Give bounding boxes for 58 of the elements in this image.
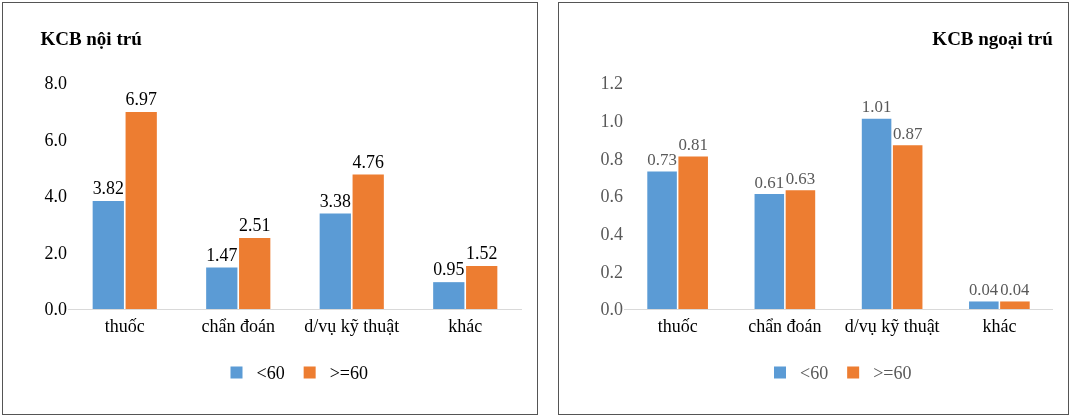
x-tick-label: khác: [448, 315, 483, 336]
data-label: 1.52: [466, 243, 498, 264]
bar: [352, 174, 384, 309]
x-tick-label: chẩn đoán: [201, 315, 275, 336]
y-tick-label: 0.0: [44, 299, 67, 320]
y-tick-label: 0.4: [600, 223, 623, 244]
x-tick-label: chẩn đoán: [748, 315, 822, 336]
bar: [647, 171, 677, 309]
data-label: 0.87: [892, 123, 923, 143]
bar: [969, 301, 999, 309]
x-tick-label: thuốc: [657, 315, 698, 336]
data-label: 2.51: [239, 215, 271, 236]
bar: [433, 282, 465, 309]
y-tick-label: 8.0: [44, 73, 67, 94]
bar: [125, 112, 157, 309]
data-label: 0.73: [647, 149, 677, 169]
y-tick-label: 0.6: [600, 186, 623, 207]
x-tick-label: khác: [982, 315, 1017, 336]
data-label: 4.76: [352, 151, 384, 172]
data-label: 1.01: [861, 97, 892, 117]
legend-label: >=60: [329, 363, 368, 384]
bar: [92, 201, 124, 309]
legend-label: <60: [256, 363, 285, 384]
legend-label: >=60: [873, 363, 912, 384]
x-tick-label: thuốc: [104, 315, 145, 336]
y-tick-label: 1.0: [600, 110, 623, 131]
data-label: 0.04: [1000, 279, 1030, 299]
data-label: 3.82: [92, 178, 124, 199]
y-tick-label: 1.2: [600, 73, 623, 94]
bar: [785, 190, 816, 309]
y-tick-label: 0.8: [600, 148, 623, 169]
x-tick-label: d/vụ kỹ thuật: [304, 315, 400, 336]
bar: [466, 266, 498, 309]
legend-label: <60: [800, 363, 829, 384]
data-label: 6.97: [125, 89, 157, 110]
data-label: 0.04: [969, 279, 999, 299]
y-tick-label: 0.0: [600, 299, 623, 320]
bar: [319, 213, 351, 309]
bar: [1000, 301, 1030, 309]
x-tick-label: d/vụ kỹ thuật: [844, 315, 940, 336]
data-label: 1.47: [206, 244, 238, 265]
y-tick-label: 6.0: [44, 129, 67, 150]
data-label: 0.63: [785, 168, 816, 188]
bar: [206, 267, 238, 309]
data-label: 0.81: [678, 134, 708, 154]
data-label: 0.61: [754, 172, 785, 192]
bar: [861, 118, 892, 309]
bar: [678, 156, 708, 309]
data-label: 3.38: [319, 190, 351, 211]
y-tick-label: 2.0: [44, 242, 67, 263]
bar: [239, 238, 271, 309]
y-tick-label: 0.2: [600, 261, 623, 282]
bar: [892, 145, 923, 309]
chart-title: KCB nội trú: [40, 28, 143, 50]
data-label: 0.95: [433, 259, 465, 280]
y-tick-label: 4.0: [44, 186, 67, 207]
bar: [754, 194, 785, 309]
chart-title: KCB ngoại trú: [932, 28, 1054, 50]
